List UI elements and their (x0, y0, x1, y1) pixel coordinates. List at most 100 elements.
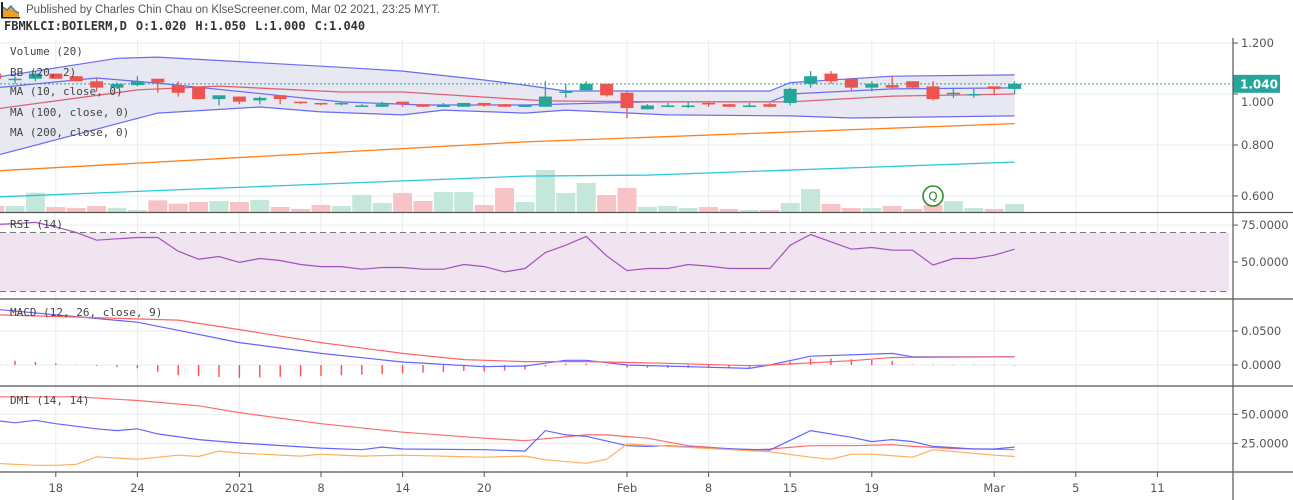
candle[interactable] (804, 71, 818, 88)
time-axis-label: 8 (317, 481, 324, 495)
candle[interactable] (90, 78, 104, 92)
candle-body (273, 95, 287, 100)
time-axis-label: 14 (395, 481, 410, 495)
candle[interactable] (273, 95, 287, 105)
candle[interactable] (151, 78, 165, 93)
volume-bar (780, 203, 800, 212)
volume-bar (168, 203, 188, 212)
candle-body (8, 78, 22, 81)
volume-bar (107, 208, 127, 212)
candle[interactable] (987, 86, 1001, 96)
candle[interactable] (130, 76, 144, 87)
dmi-line (0, 396, 1015, 451)
candle-body (69, 76, 83, 82)
candle[interactable] (477, 102, 491, 107)
candle[interactable] (212, 95, 226, 106)
open-value: O:1.020 (135, 19, 187, 33)
candle-body (253, 97, 267, 101)
dmi-axis-label: 25.0000 (1241, 436, 1289, 450)
volume-bar (556, 193, 576, 212)
volume-bar (209, 201, 229, 212)
rsi-axis-label: 50.0000 (1241, 255, 1289, 269)
volume-bars (0, 170, 1025, 212)
macd-histogram-bar (911, 364, 914, 366)
volume-bar (576, 183, 596, 212)
candle[interactable] (906, 81, 920, 89)
macd-histogram-bar (218, 365, 220, 378)
candle[interactable] (702, 101, 716, 107)
candle[interactable] (538, 81, 552, 107)
volume-bar (127, 210, 147, 212)
candle[interactable] (640, 104, 654, 110)
volume-bar (719, 209, 739, 212)
macd-histogram-bar (381, 365, 383, 375)
candle[interactable] (355, 104, 369, 107)
candle[interactable] (436, 102, 450, 107)
candle[interactable] (946, 87, 960, 98)
volume-bar (760, 210, 780, 212)
candle[interactable] (824, 71, 838, 84)
candle-body (130, 81, 144, 86)
candle[interactable] (314, 102, 328, 106)
volume-bar (862, 208, 882, 212)
macd-histogram-bar (401, 365, 404, 374)
candle[interactable] (416, 104, 430, 107)
candle[interactable] (844, 78, 858, 92)
price-axis-label: 0.600 (1241, 189, 1274, 203)
macd-histogram-bar (75, 364, 77, 366)
time-axis-label: 11 (1150, 481, 1165, 495)
candle[interactable] (559, 83, 573, 98)
candle[interactable] (885, 76, 899, 89)
candle[interactable] (171, 81, 185, 97)
macd-axis-label: 0.0500 (1241, 324, 1281, 338)
event-marker[interactable]: Q (922, 185, 944, 207)
candle-body (926, 86, 940, 100)
candle[interactable] (1008, 81, 1022, 95)
candle[interactable] (192, 86, 206, 100)
candle[interactable] (967, 88, 981, 98)
candle[interactable] (28, 71, 42, 82)
candle-body (804, 76, 818, 84)
candle[interactable] (294, 101, 308, 105)
candle[interactable] (396, 101, 410, 107)
candle[interactable] (498, 104, 512, 107)
candle[interactable] (457, 102, 471, 107)
candle[interactable] (334, 101, 348, 106)
macd-histogram-bar (544, 365, 547, 367)
macd-histogram-bar (340, 365, 343, 376)
candle[interactable] (763, 102, 777, 107)
candle[interactable] (620, 91, 634, 119)
candle[interactable] (49, 73, 63, 79)
candle[interactable] (742, 102, 756, 107)
candle[interactable] (783, 87, 797, 106)
candle[interactable] (232, 96, 246, 105)
macd-histogram-bar (728, 365, 730, 368)
candle[interactable] (375, 101, 389, 107)
volume-bar (372, 203, 392, 212)
volume-bar (66, 208, 86, 212)
macd-histogram-bar (361, 365, 363, 375)
candle[interactable] (253, 96, 267, 105)
candle[interactable] (69, 76, 83, 82)
candle-body (436, 105, 450, 107)
candle[interactable] (865, 81, 879, 92)
candle[interactable] (0, 72, 2, 79)
candle[interactable] (681, 101, 695, 109)
candle[interactable] (926, 81, 940, 101)
symbol-ohlc-line: FBMKLCI:BOILERM,D O:1.020 H:1.050 L:1.000 C:… (4, 19, 374, 33)
candle[interactable] (8, 76, 22, 84)
volume-bar (413, 201, 433, 212)
volume-bar (250, 200, 270, 212)
macd-histogram-bar (1013, 365, 1016, 366)
macd-histogram-bar (973, 364, 975, 366)
candle[interactable] (579, 81, 593, 92)
candle-body (702, 102, 716, 105)
time-axis-label: Feb (617, 481, 637, 495)
candle[interactable] (722, 104, 736, 107)
macd-histogram-bar (605, 365, 608, 366)
candle[interactable] (600, 83, 614, 97)
candle[interactable] (661, 102, 675, 107)
volume-bar (270, 207, 290, 212)
candle[interactable] (518, 105, 532, 107)
